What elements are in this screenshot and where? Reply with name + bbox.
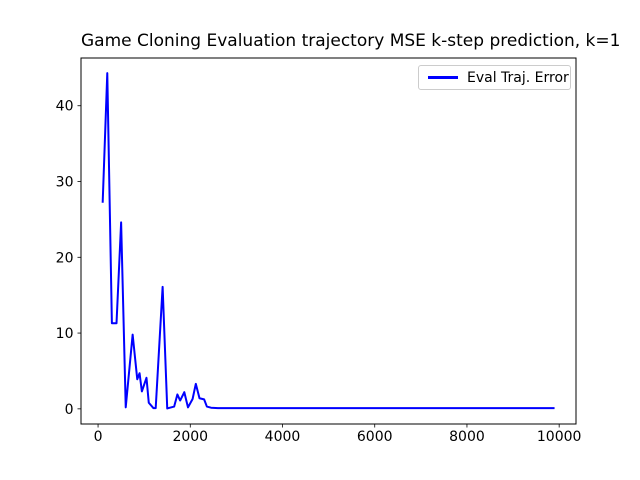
y-tick-label: 30 [56, 175, 74, 191]
x-tick-label: 2000 [172, 429, 208, 445]
legend-label: Eval Traj. Error [467, 69, 569, 86]
y-tick-label: 0 [65, 402, 74, 418]
x-tick-label: 10000 [537, 429, 582, 445]
x-tick-label: 8000 [449, 429, 485, 445]
axes-frame [80, 57, 577, 425]
x-tick-label: 0 [94, 429, 103, 445]
x-tick-label: 6000 [357, 429, 393, 445]
x-tick-label: 4000 [265, 429, 301, 445]
y-tick-label: 10 [56, 326, 74, 342]
chart-title: Game Cloning Evaluation trajectory MSE k… [81, 31, 621, 51]
y-tick-label: 40 [56, 99, 74, 115]
y-tick-label: 20 [56, 250, 74, 266]
legend: Eval Traj. Error [418, 65, 571, 90]
eval-traj-error-line [101, 72, 555, 410]
legend-line-icon [428, 76, 458, 79]
